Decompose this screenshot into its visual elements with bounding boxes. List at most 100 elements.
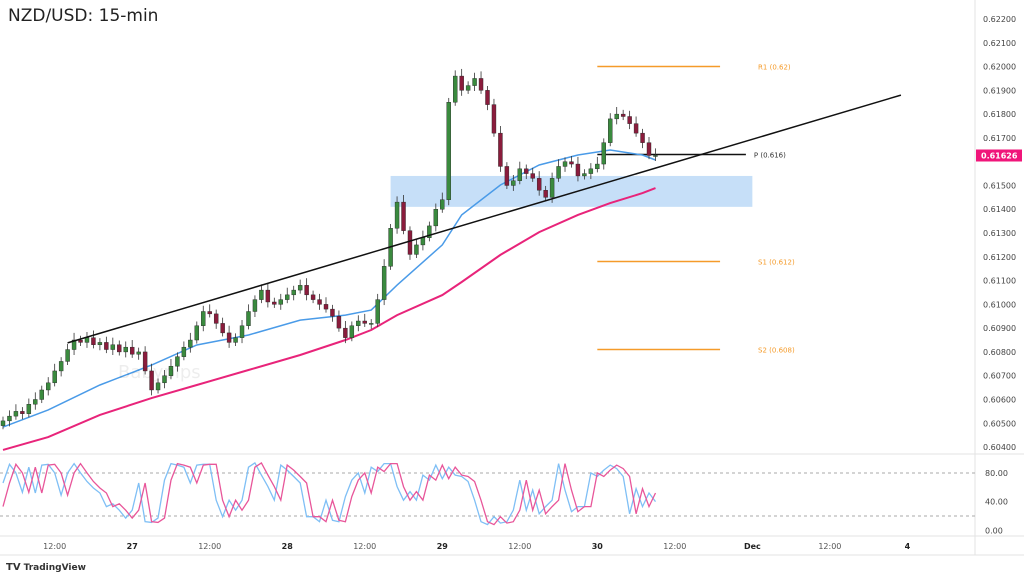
candle-body (323, 304, 329, 310)
chart-frame (0, 0, 1024, 556)
price-tick-label: 0.60600 (983, 395, 1016, 404)
pivot-level-label: S2 (0.608) (758, 347, 795, 355)
candle-body (485, 90, 490, 105)
price-tick-label: 0.61300 (983, 229, 1016, 238)
candle-body (149, 370, 154, 391)
candle-body (285, 294, 290, 300)
candle-body (194, 325, 200, 341)
candle-body (97, 342, 103, 345)
price-tick-label: 0.62200 (983, 15, 1016, 24)
candle-body (349, 325, 355, 338)
time-tick-label: 12:00 (663, 542, 686, 551)
candle-body (33, 399, 38, 405)
time-tick-label: Dec (744, 542, 761, 551)
candle-body (91, 337, 96, 345)
moving-average-line (2, 187, 656, 451)
price-tick-label: 0.60900 (983, 324, 1016, 333)
candle-body (453, 75, 458, 103)
candle-body (433, 209, 439, 227)
last-price-label: 0.61626 (981, 151, 1018, 160)
price-axis[interactable]: 0.62200 0.62100 0.62000 0.61900 0.61800 0.617… (976, 15, 1022, 452)
watermark: Babypips (118, 362, 201, 383)
candle-body (310, 294, 316, 300)
pivot-level-label: S1 (0.612) (758, 259, 795, 267)
candle-body (304, 285, 309, 296)
candle-body (123, 346, 128, 353)
candle-body (595, 163, 600, 170)
candle-body (375, 299, 380, 324)
candle-body (465, 85, 471, 91)
price-tick-label: 0.60700 (983, 372, 1016, 381)
candle-body (343, 327, 348, 338)
candle-body (213, 313, 219, 324)
candle-body (39, 389, 44, 400)
candle-body (530, 173, 535, 179)
stochastic-tick-label: 80.00 (985, 469, 1008, 478)
candle-body (291, 289, 296, 296)
price-tick-label: 0.61400 (983, 205, 1016, 214)
candle-body (259, 289, 264, 300)
candle-body (155, 382, 161, 391)
price-tick-label: 0.60500 (983, 419, 1016, 428)
trendline[interactable] (67, 94, 902, 344)
support-zone (390, 175, 753, 207)
price-tick-label: 0.61800 (983, 110, 1016, 119)
time-tick-label: 4 (905, 542, 911, 551)
candle-body (498, 132, 503, 167)
time-tick-label: 12:00 (508, 542, 531, 551)
time-tick-label: 30 (592, 542, 604, 551)
tradingview-logo: 𝗧𝗩 TradingView (6, 562, 86, 573)
candle-body (330, 308, 335, 317)
candle-body (7, 415, 12, 422)
candle-body (543, 190, 548, 198)
candle-body (646, 142, 652, 156)
candle-body (136, 351, 141, 355)
stochastic-line (2, 461, 657, 526)
stochastic-line (2, 461, 657, 526)
price-tick-label: 0.62100 (983, 39, 1016, 48)
candle-body (336, 316, 342, 329)
ascending-trendline (67, 94, 902, 344)
tradingview-brand: TradingView (23, 563, 86, 573)
stochastic-tick-label: 0.00 (985, 526, 1003, 535)
candle-body (0, 420, 6, 426)
time-tick-label: 12:00 (818, 542, 841, 551)
candle-body (104, 342, 109, 350)
candle-body (297, 285, 303, 291)
candle-body (381, 266, 387, 300)
time-tick-label: 12:00 (198, 542, 221, 551)
pivot-level-label: P (0.616) (754, 152, 786, 160)
candle-body (26, 404, 32, 414)
candle-body (78, 339, 83, 343)
candle-body (272, 301, 277, 305)
price-tick-label: 0.61000 (983, 300, 1016, 309)
candle-body (620, 113, 626, 117)
time-tick-label: 28 (282, 542, 294, 551)
candle-body (233, 337, 238, 343)
candle-body (117, 344, 122, 353)
price-tick-label: 0.61100 (983, 277, 1016, 286)
candle-body (246, 311, 251, 326)
candle-body (472, 78, 477, 86)
time-tick-label: 27 (127, 542, 138, 551)
candle-body (588, 168, 594, 174)
candle-body (556, 166, 561, 179)
candle-body (653, 155, 658, 157)
candle-body (517, 168, 522, 181)
stochastic-panel: 80.00 40.00 0.00 (0, 461, 1008, 535)
candle-body (278, 299, 283, 305)
candle-body (440, 199, 445, 210)
candle-body (201, 311, 206, 326)
candle-body (524, 168, 529, 174)
candle-body (207, 311, 212, 315)
candle-body (20, 411, 25, 414)
candle-body (614, 113, 619, 120)
candle-body (420, 237, 426, 246)
candle-body (601, 142, 606, 165)
support-zone-rect (390, 175, 753, 207)
price-tick-label: 0.61700 (983, 134, 1016, 143)
candle-body (504, 166, 510, 186)
time-axis[interactable]: 12:00 27 12:00 28 12:00 29 12:00 30 12:00 Dec 12:0… (43, 542, 910, 551)
time-tick-label: 29 (437, 542, 449, 551)
